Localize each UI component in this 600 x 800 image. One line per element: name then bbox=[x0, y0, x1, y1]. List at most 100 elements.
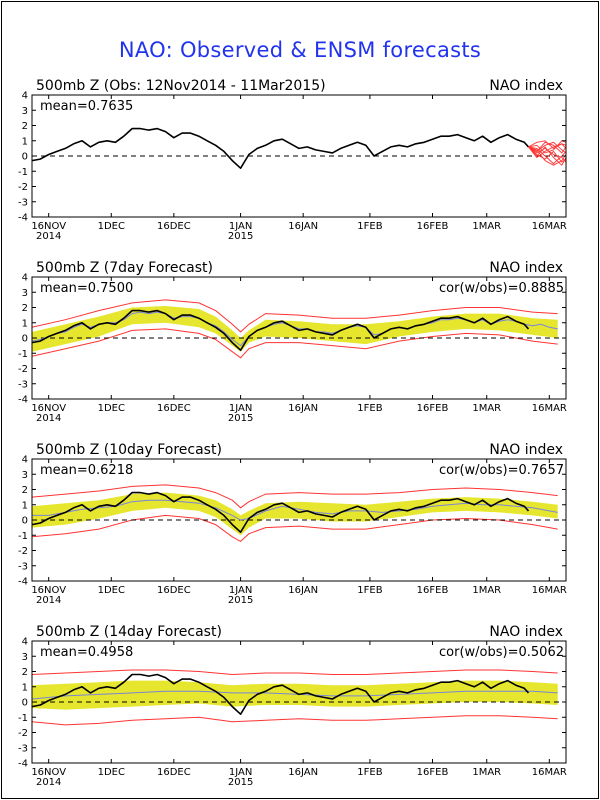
x-tick-label: 1DEC bbox=[98, 585, 125, 596]
y-tick-label: 0 bbox=[22, 334, 28, 345]
y-tick-label: 4 bbox=[22, 637, 28, 648]
forecast-member-line bbox=[528, 146, 567, 166]
x-tick-label: 16JAN bbox=[288, 585, 318, 596]
x-tick-label: 16DEC bbox=[157, 585, 191, 596]
x-tick-label: 16MAR bbox=[532, 767, 567, 778]
y-tick-label: 4 bbox=[22, 273, 28, 284]
y-tick-label: -2 bbox=[18, 546, 28, 557]
y-tick-label: 1 bbox=[22, 318, 28, 329]
x-tick-label: 16FEB bbox=[417, 767, 449, 778]
x-tick-label: 1FEB bbox=[357, 767, 382, 778]
y-tick-label: -1 bbox=[18, 713, 28, 724]
y-tick-label: -3 bbox=[18, 197, 28, 208]
x-tick-year-label: 2014 bbox=[36, 231, 61, 242]
forecast-member-line bbox=[528, 146, 567, 165]
correlation-label: cor(w/obs)=0.5062 bbox=[439, 645, 564, 660]
x-tick-label: 1JAN bbox=[229, 403, 252, 414]
panel-title: 500mb Z (14day Forecast) bbox=[36, 624, 222, 640]
x-tick-year-label: 2014 bbox=[36, 413, 61, 424]
y-tick-label: 1 bbox=[22, 500, 28, 511]
envelope-lower-line bbox=[31, 514, 558, 543]
forecast-member-line bbox=[528, 141, 567, 154]
x-tick-label: 1DEC bbox=[98, 767, 125, 778]
x-tick-label: 16MAR bbox=[532, 221, 567, 232]
y-tick-label: -2 bbox=[18, 728, 28, 739]
panel-title: 500mb Z (Obs: 12Nov2014 - 11Mar2015) bbox=[36, 78, 326, 94]
y-tick-label: -4 bbox=[18, 759, 28, 770]
y-tick-label: -4 bbox=[18, 213, 28, 224]
x-tick-label: 1DEC bbox=[98, 403, 125, 414]
y-tick-label: -1 bbox=[18, 349, 28, 360]
y-tick-label: -3 bbox=[18, 743, 28, 754]
mean-label: mean=0.6218 bbox=[40, 463, 133, 478]
observed-line bbox=[31, 673, 530, 716]
panel-3: 500mb Z (10day Forecast) NAO index 4 3 2 1 0 -1… bbox=[18, 442, 567, 606]
y-tick-label: 1 bbox=[22, 136, 28, 147]
y-tick-label: 0 bbox=[22, 516, 28, 527]
x-tick-label: 16DEC bbox=[157, 221, 191, 232]
envelope-upper-line bbox=[31, 299, 558, 333]
x-tick-year-label: 2015 bbox=[228, 777, 253, 788]
panel-title: 500mb Z (10day Forecast) bbox=[36, 442, 222, 458]
x-tick-year-label: 2015 bbox=[228, 413, 253, 424]
x-tick-label: 1DEC bbox=[98, 221, 125, 232]
panel-title: 500mb Z (7day Forecast) bbox=[36, 260, 213, 276]
y-tick-label: 2 bbox=[22, 121, 28, 132]
y-tick-label: 3 bbox=[22, 106, 28, 117]
correlation-label: cor(w/obs)=0.7657 bbox=[439, 463, 564, 478]
x-tick-label: 16FEB bbox=[417, 403, 449, 414]
y-tick-label: 1 bbox=[22, 682, 28, 693]
x-tick-label: 1MAR bbox=[472, 221, 501, 232]
panel-index-label: NAO index bbox=[489, 260, 563, 276]
y-tick-label: 4 bbox=[22, 455, 28, 466]
x-tick-label: 16DEC bbox=[157, 403, 191, 414]
y-tick-label: -1 bbox=[18, 531, 28, 542]
spread-band bbox=[32, 492, 558, 536]
y-tick-label: -2 bbox=[18, 182, 28, 193]
x-tick-label: 16DEC bbox=[157, 767, 191, 778]
y-tick-label: 2 bbox=[22, 485, 28, 496]
x-tick-label: 1FEB bbox=[357, 221, 382, 232]
y-tick-label: 4 bbox=[22, 91, 28, 102]
y-tick-label: 2 bbox=[22, 667, 28, 678]
x-tick-label: 1MAR bbox=[472, 767, 501, 778]
x-tick-year-label: 2015 bbox=[228, 595, 253, 606]
observed-line bbox=[31, 491, 530, 534]
forecast-member-line bbox=[528, 143, 567, 159]
envelope-lower-line bbox=[31, 715, 558, 726]
x-tick-label: 1MAR bbox=[472, 585, 501, 596]
y-tick-label: 2 bbox=[22, 303, 28, 314]
observed-line bbox=[31, 309, 530, 352]
x-tick-label: 16JAN bbox=[288, 221, 318, 232]
envelope-upper-line bbox=[31, 484, 558, 509]
envelope-lower-line bbox=[31, 328, 558, 359]
mean-label: mean=0.7635 bbox=[40, 99, 133, 114]
y-tick-label: -2 bbox=[18, 364, 28, 375]
y-tick-label: -3 bbox=[18, 379, 28, 390]
panel-1: 500mb Z (Obs: 12Nov2014 - 11Mar2015) NAO … bbox=[18, 78, 567, 242]
x-tick-label: 1JAN bbox=[229, 767, 252, 778]
forecast-member-line bbox=[528, 146, 567, 166]
x-tick-label: 16NOV bbox=[31, 221, 66, 232]
x-tick-label: 16FEB bbox=[417, 221, 449, 232]
y-tick-label: 3 bbox=[22, 288, 28, 299]
mean-label: mean=0.7500 bbox=[40, 281, 133, 296]
x-tick-label: 16JAN bbox=[288, 403, 318, 414]
x-tick-label: 1MAR bbox=[472, 403, 501, 414]
x-tick-label: 16JAN bbox=[288, 767, 318, 778]
y-tick-label: -4 bbox=[18, 395, 28, 406]
x-tick-label: 16FEB bbox=[417, 585, 449, 596]
x-tick-label: 16NOV bbox=[31, 403, 66, 414]
x-tick-label: 1JAN bbox=[229, 221, 252, 232]
y-tick-label: 3 bbox=[22, 652, 28, 663]
y-tick-label: 0 bbox=[22, 152, 28, 163]
x-tick-label: 16NOV bbox=[31, 585, 66, 596]
forecast-member-line bbox=[528, 146, 567, 163]
y-tick-label: 3 bbox=[22, 470, 28, 481]
x-tick-label: 16MAR bbox=[532, 585, 567, 596]
x-tick-label: 1JAN bbox=[229, 585, 252, 596]
y-tick-label: 0 bbox=[22, 698, 28, 709]
